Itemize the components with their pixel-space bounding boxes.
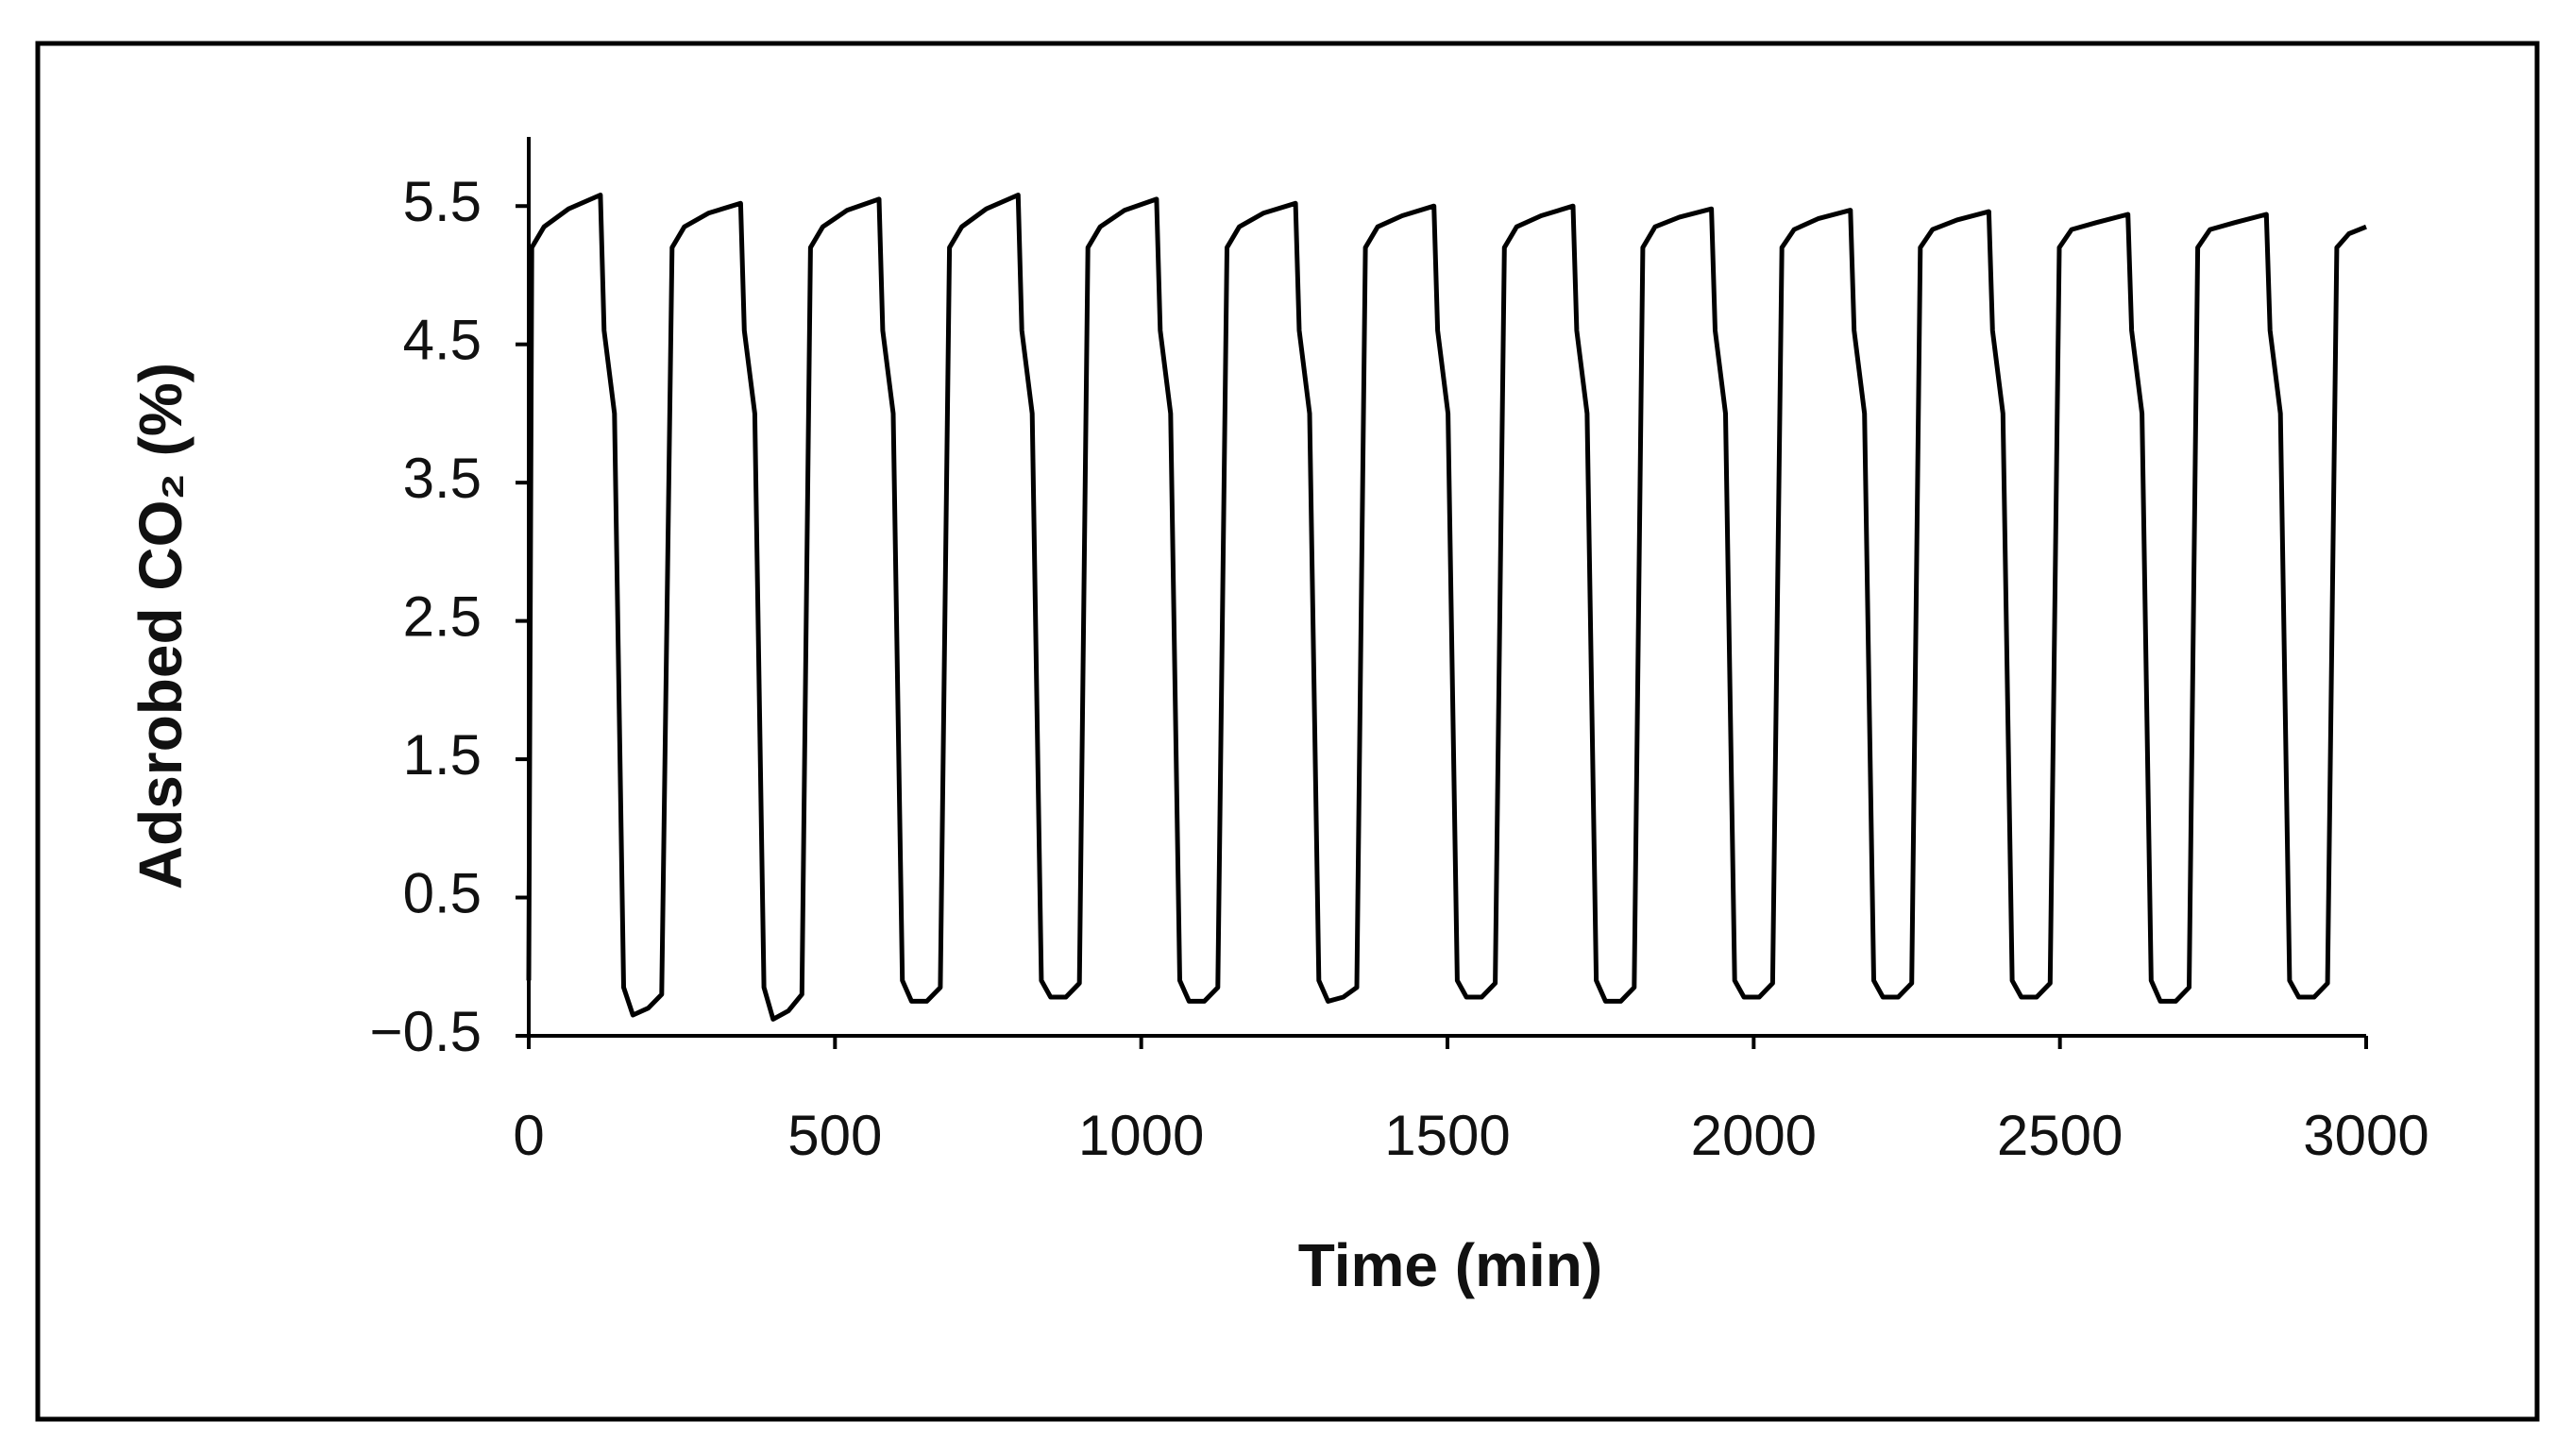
x-axis-title: Time (min) [1298, 1231, 1602, 1299]
y-axis-title: Adsrobed CO₂ (%) [127, 363, 195, 889]
y-tick-label: 1.5 [403, 723, 482, 787]
y-tick-label: 3.5 [403, 447, 482, 510]
x-tick-label: 0 [513, 1104, 544, 1167]
y-tick-label: 2.5 [403, 584, 482, 648]
x-tick-label: 2000 [1691, 1104, 1817, 1167]
x-tick-label: 3000 [2303, 1104, 2428, 1167]
x-tick-label: 2500 [1997, 1104, 2123, 1167]
y-tick-label: 4.5 [403, 309, 482, 372]
frame [35, 41, 2540, 1422]
y-tick-label: −0.5 [370, 1000, 482, 1063]
x-tick-label: 500 [787, 1104, 882, 1167]
y-tick-label: 5.5 [403, 170, 482, 233]
data-line [526, 193, 2367, 1022]
y-tick-label: 0.5 [403, 861, 482, 924]
x-tick-label: 1500 [1384, 1104, 1510, 1167]
x-tick-label: 1000 [1078, 1104, 1204, 1167]
